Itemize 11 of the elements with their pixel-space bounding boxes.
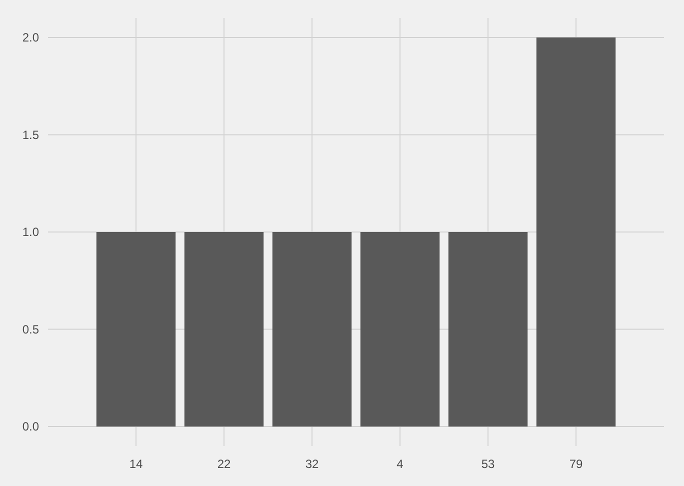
y-tick-label: 0.0 [22,420,40,434]
x-tick-label: 22 [217,457,231,471]
x-tick-label: 32 [305,457,319,471]
y-tick-label: 1.5 [22,128,40,142]
y-tick-label: 2.0 [22,30,40,45]
y-tick-label: 0.5 [22,322,40,336]
x-tick-label: 79 [569,457,583,471]
x-tick-label: 14 [129,457,143,471]
x-tick-label: 53 [481,457,495,471]
x-tick-label: 4 [396,457,404,471]
y-tick-label: 1.0 [22,225,40,240]
